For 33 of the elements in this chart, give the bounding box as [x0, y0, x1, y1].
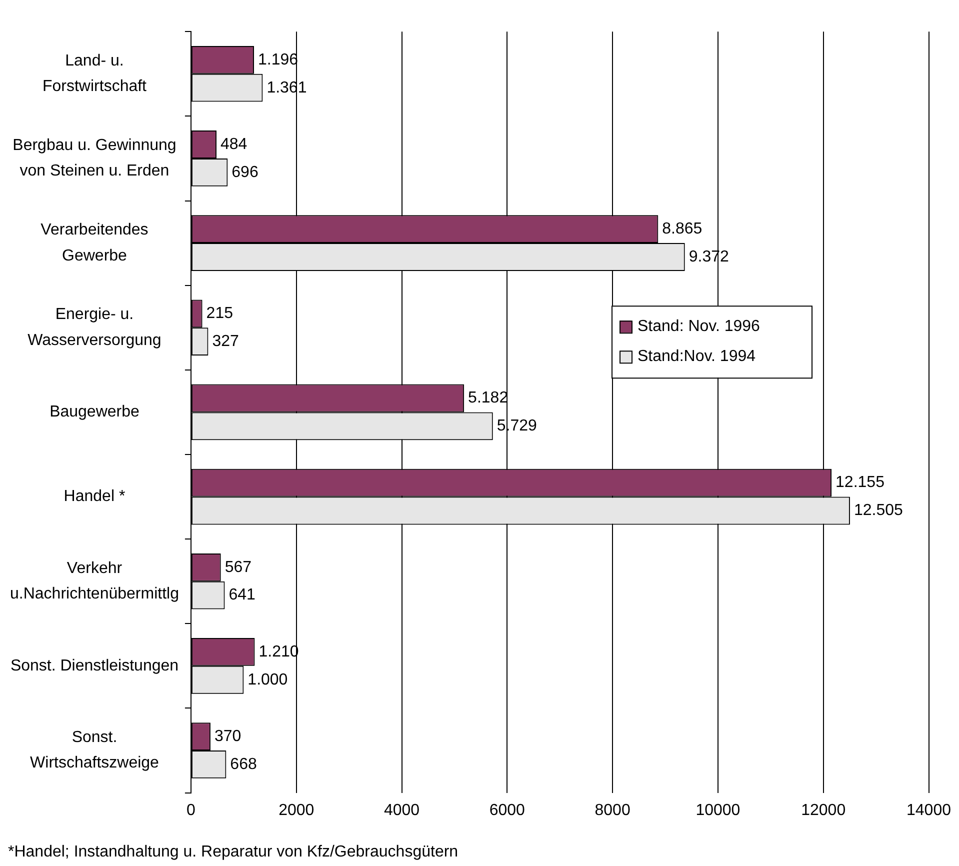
x-tick-label: 12000	[801, 802, 846, 819]
x-tick-label: 10000	[696, 802, 740, 819]
data-label: 327	[212, 332, 239, 350]
data-label: 1.000	[248, 671, 288, 688]
y-tick-label: Verarbeitendes Gewerbe	[40, 222, 148, 264]
data-label: 370	[214, 728, 242, 745]
y-tick-label: Baugewerbe	[50, 404, 140, 421]
data-label: 12.155	[836, 474, 885, 492]
data-label: 5.182	[468, 390, 508, 407]
y-tick-label: Sonst. Dienstleistungen	[10, 657, 179, 674]
x-tick-label: 14000	[906, 802, 952, 819]
x-tick-label: 4000	[384, 802, 420, 819]
data-label: 641	[228, 586, 256, 604]
y-tick-label: Sonst. Wirtschaftszweige	[30, 729, 160, 772]
text: *Handel; Instandhaltung u. Reparatur von Kfz/Gebrauchsgütern	[8, 843, 458, 860]
data-label: 215	[206, 305, 234, 322]
data-label: 8.865	[662, 220, 702, 238]
x-tick-label: 2000	[278, 802, 314, 819]
legend-label: Stand: Nov. 1996	[638, 318, 760, 336]
data-label: 484	[220, 136, 248, 153]
data-label: 567	[224, 558, 252, 576]
y-tick-label: Verkehr u.Nachrichtenübermittlg	[10, 560, 179, 603]
y-tick-label: Bergbau u. Gewinnung von Steinen u. Erden	[12, 137, 176, 180]
data-label: 12.505	[854, 502, 904, 520]
data-label: 668	[230, 756, 257, 773]
x-tick-label: 8000	[594, 802, 630, 819]
x-tick-label: 0	[186, 802, 196, 819]
data-label: 696	[232, 164, 258, 181]
y-tick-label: Handel *	[64, 488, 126, 506]
legend-label: Stand:Nov. 1994	[638, 348, 756, 366]
y-tick-label: Land- u. Forstwirtschaft	[42, 52, 148, 96]
x-tick-label: 6000	[489, 802, 526, 819]
y-tick-label: Energie- u. Wasserversorgung	[28, 306, 162, 349]
